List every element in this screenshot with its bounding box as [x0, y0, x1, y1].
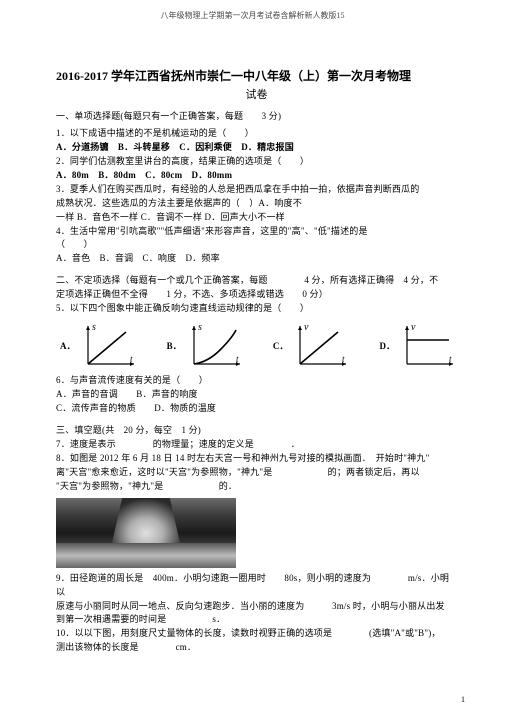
q1-stem: 1．以下成语中描述的不是机械运动的是（ ） [56, 127, 457, 141]
q8-line-a: 8．如图是 2012 年 6 月 18 日 14 时左右天宫一号和神州九号对接的… [56, 452, 457, 466]
chart-b: B． s t [167, 322, 244, 370]
q9-line-a: 9．田径跑道的周长是 400m．小明匀速跑一圈用时 80s，则小明的速度为 m/… [56, 572, 457, 600]
chart-d: D． v t [379, 322, 457, 370]
document-body: 2016-2017 学年江西省抚州市崇仁一中八年级（上）第一次月考物理 试卷 一… [0, 21, 505, 655]
q6-stem: 6．与声音流传速度有关的是（ ） [56, 374, 457, 388]
q7-stem: 7．速度是表示 的物理量；速度的定义是 ． [56, 438, 457, 452]
svg-text:t: t [342, 354, 345, 364]
svg-text:v: v [304, 322, 309, 333]
q3-line-a: 3．夏季人们在购买西瓜时，有经验的人总是把西瓜拿在手中拍一拍，依据声音判断西瓜的 [56, 183, 457, 197]
q6-options-b: C．流传声音的物质 D．物质的温度 [56, 402, 457, 416]
svg-text:t: t [449, 354, 452, 364]
q8-line-c: "天宫"为参照物，"神九"是 的． [56, 480, 457, 494]
exam-subtitle: 试卷 [56, 86, 457, 102]
chart-d-label: D． [379, 339, 395, 352]
q3-line-b: 成熟状况．这些选瓜的方法主要是依据声的（ ）A．响度不 [56, 197, 457, 211]
svg-text:s: s [198, 322, 202, 333]
chart-c-svg: v t [292, 322, 350, 370]
section-3-heading: 三、填空题(共 20 分，每空 1 分) [56, 424, 457, 438]
q10-line-b: 测出该物体的长度是 cm． [56, 641, 457, 655]
chart-c-label: C． [273, 339, 289, 352]
q8-image [56, 498, 236, 568]
svg-text:t: t [236, 354, 239, 364]
section-2-heading-b: 定项选择正确但不全得 1 分，不选、多项选择或错选 0 分） [56, 288, 457, 302]
chart-b-label: B． [167, 339, 182, 352]
q5-chart-row: A． s t B． s t C． [56, 322, 457, 370]
q8-line-b: 离"天宫"愈来愈近，这时以"天宫"为参照物，"神九"是 的；两者锁定后，再以 [56, 466, 457, 480]
chart-c: C． v t [273, 322, 351, 370]
q4-line-b: （ ） [56, 238, 457, 252]
chart-d-svg: v t [399, 322, 457, 370]
chart-b-svg: s t [186, 322, 244, 370]
page-header: 八年级物理上学期第一次月考试卷含解析新人教版15 [0, 0, 505, 21]
section-2-heading-a: 二、不定项选择（每题有一个或几个正确答案，每题 4 分，所有选择正确得 4 分，… [56, 274, 457, 288]
chart-a-label: A． [60, 339, 76, 352]
q9-line-c: 到第一次相遇需要的时间是 s． [56, 613, 457, 627]
q1-options: A．分道扬镳 B．斗转星移 C．因利乘便 D．精忠报国 [56, 141, 457, 155]
svg-text:v: v [411, 322, 416, 333]
q9-line-b: 原速与小丽同时从同一地点、反向匀速跑步．当小丽的速度为 3m/s 时，小明与小丽… [56, 600, 457, 614]
svg-text:t: t [130, 354, 133, 364]
page-number: 1 [461, 695, 465, 704]
chart-a-svg: s t [80, 322, 138, 370]
section-1-heading: 一、单项选择题(每题只有一个正确答案，每题 3 分) [56, 110, 457, 124]
q4-options: A．音色 B．音调 C．响度 D．频率 [56, 252, 457, 266]
q6-options-a: A．声音的音调 B．声音的响度 [56, 388, 457, 402]
exam-title: 2016-2017 学年江西省抚州市崇仁一中八年级（上）第一次月考物理 [56, 67, 457, 84]
q2-options: A．80m B．80dm C．80cm D．80mm [56, 169, 457, 183]
q5-stem: 5．以下四个图象中能正确反响匀速直线运动规律的是（ ） [56, 302, 457, 316]
q3-line-c: 一样 B．音色不一样 C．音调不一样 D．回声大小不一样 [56, 211, 457, 225]
q4-line-a: 4．生活中常用"引吭高歌""低声细语"来形容声音，这里的"高"、"低"描述的是 [56, 225, 457, 239]
q2-stem: 2．同学们估测教室里讲台的高度，结果正确的选项是（ ） [56, 155, 457, 169]
svg-text:s: s [92, 322, 96, 333]
chart-a: A． s t [60, 322, 138, 370]
q10-line-a: 10．以以下图，用刻度尺丈量物体的长度，读数时视野正确的选项是 (选填"A"或"… [56, 627, 457, 641]
